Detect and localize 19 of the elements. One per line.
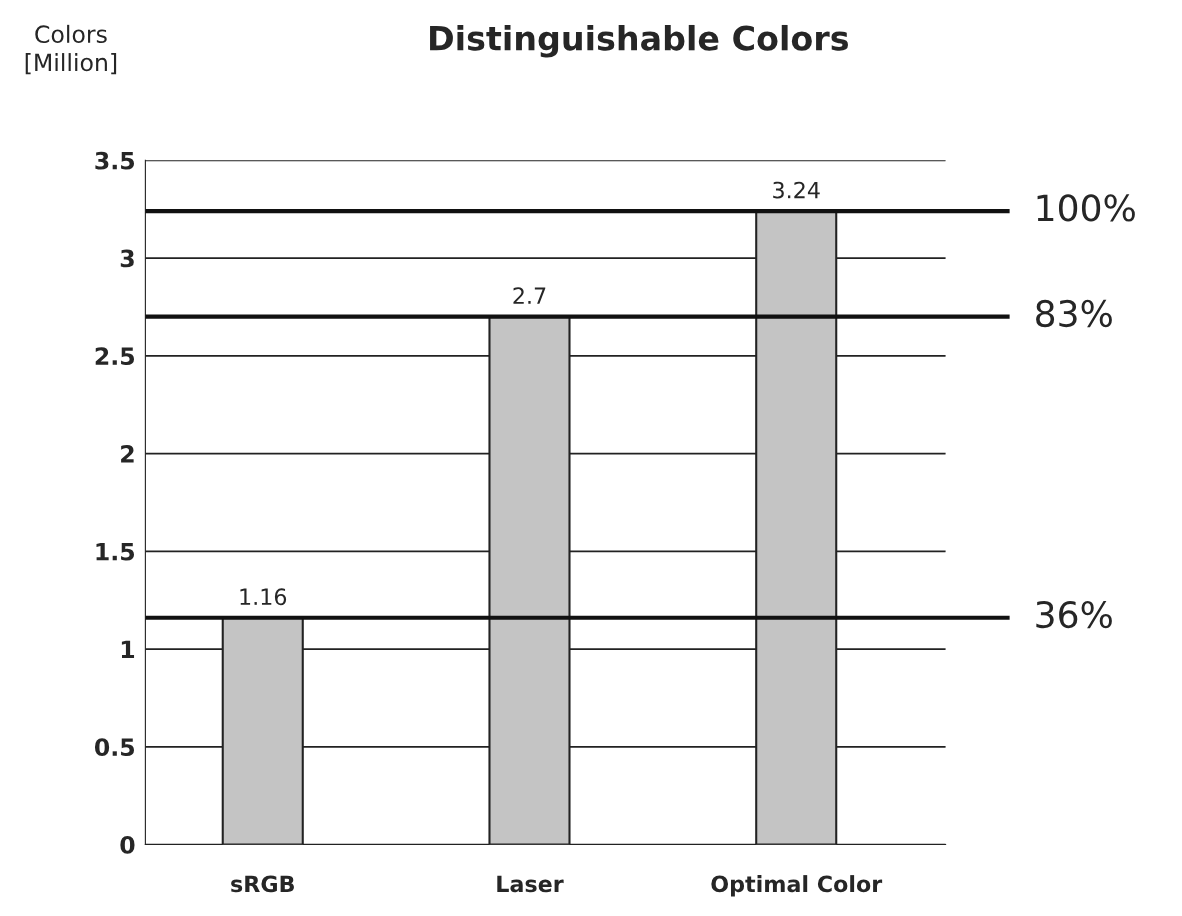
data-label: 1.16 [240, 588, 287, 606]
text: 36% [1036, 600, 1112, 629]
y-tick-label: 1.5 [96, 543, 135, 561]
data-label: 3.24 [773, 181, 820, 199]
y-tick-label: 0.5 [94, 738, 135, 757]
y-tick-label: 2 [121, 445, 134, 463]
x-tick-label: Laser [497, 875, 564, 893]
y-tick-label: 1 [121, 640, 135, 659]
y-axis-title: Colors [Million] [25, 24, 117, 75]
y-tick-label: 2.5 [95, 347, 135, 366]
text: 100% [1037, 194, 1135, 222]
data-label: 2.7 [513, 287, 546, 304]
x-tick-label: sRGB [231, 875, 294, 893]
chart-title: Distinguishable Colors [430, 24, 848, 58]
x-tick-label: Optimal Color [711, 875, 883, 897]
y-tick-label: 0 [120, 836, 135, 854]
y-tick-label: 3 [120, 249, 134, 268]
text: 83% [1036, 299, 1112, 328]
y-tick-label: 3.5 [95, 151, 135, 170]
